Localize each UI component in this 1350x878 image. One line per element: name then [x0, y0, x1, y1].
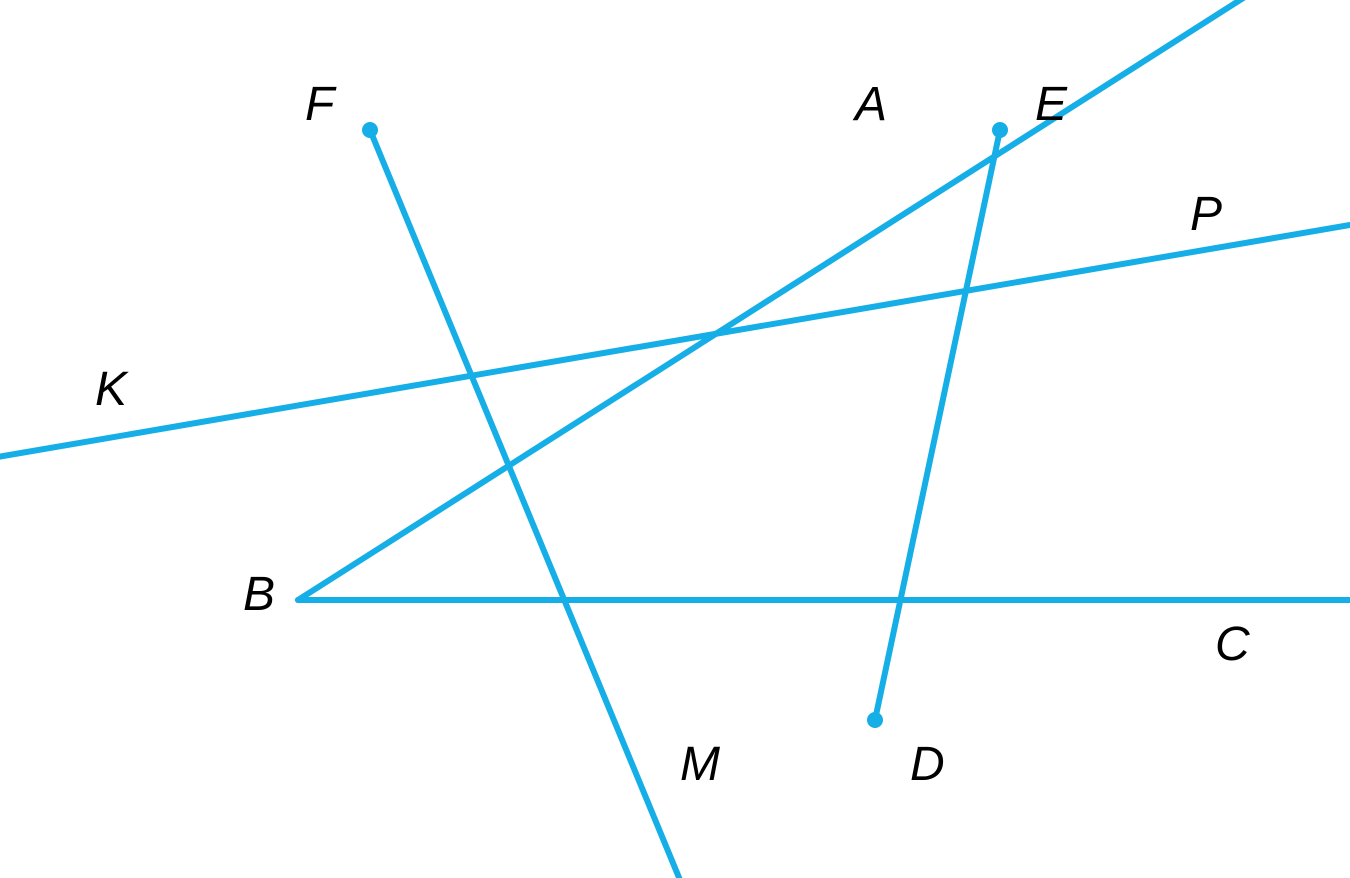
label-F: F: [305, 78, 337, 131]
line-KP: [0, 225, 1350, 460]
label-D: D: [910, 738, 945, 791]
label-P: P: [1190, 188, 1222, 241]
line-FM: [370, 130, 680, 878]
label-K: K: [95, 363, 129, 416]
label-A: A: [852, 78, 887, 131]
point-E: [992, 122, 1008, 138]
label-B: B: [243, 568, 275, 621]
label-E: E: [1035, 78, 1068, 131]
point-F: [362, 122, 378, 138]
label-C: C: [1215, 618, 1250, 671]
geometry-diagram: F A E P K B C M D: [0, 0, 1350, 878]
label-M: M: [680, 738, 720, 791]
point-D: [867, 712, 883, 728]
line-BA: [298, 0, 1350, 600]
